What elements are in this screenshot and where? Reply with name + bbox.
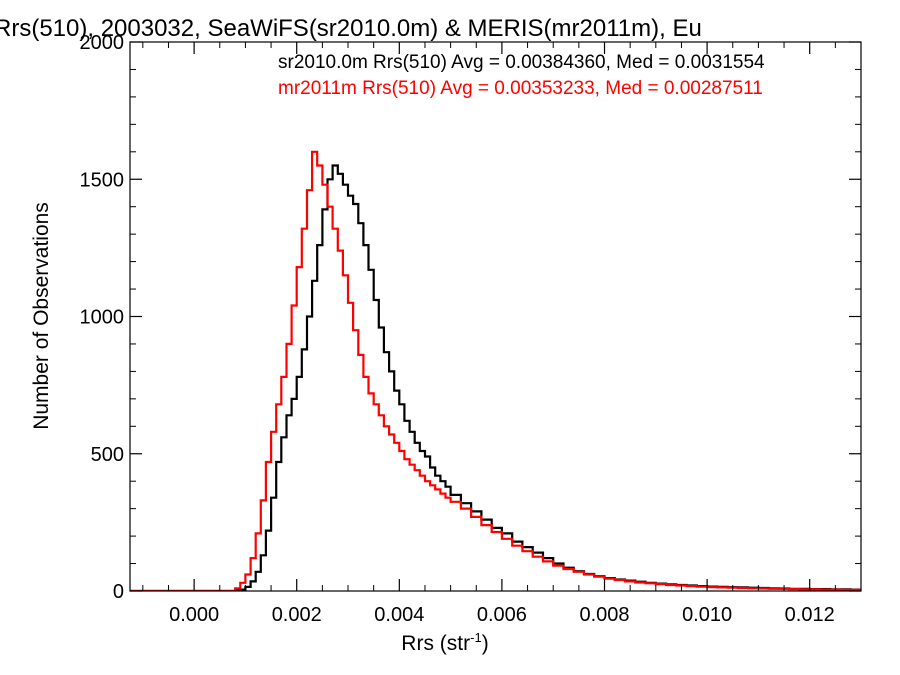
chart-title: Rrs(510), 2003032, SeaWiFS(sr2010.0m) & …	[0, 15, 702, 42]
x-axis-label-close: )	[482, 632, 489, 655]
legend-entry-mr2011: mr2011m Rrs(510) Avg = 0.00353233, Med =…	[278, 78, 763, 99]
legend: sr2010.0m Rrs(510) Avg = 0.00384360, Med…	[278, 52, 765, 99]
y-tick-label: 0	[113, 581, 124, 603]
y-tick-label: 500	[91, 444, 124, 466]
x-tick-label: 0.012	[785, 604, 835, 626]
x-tick-label: 0.010	[682, 604, 732, 626]
y-tick-label: 2000	[80, 32, 125, 54]
x-axis-label-sup: -1	[470, 630, 482, 645]
y-axis-ticks	[130, 41, 861, 592]
x-tick-label: 0.008	[579, 604, 629, 626]
x-axis-label: Rrs (str-1)	[401, 630, 488, 655]
legend-entry-sr2010: sr2010.0m Rrs(510) Avg = 0.00384360, Med…	[278, 52, 765, 73]
y-tick-label: 1000	[80, 307, 125, 329]
x-tick-label: 0.006	[477, 604, 527, 626]
series-mr2011-line	[130, 150, 861, 591]
y-axis-tick-labels: 0 500 1000 1500 2000	[80, 32, 125, 603]
x-axis-ticks	[142, 42, 836, 591]
x-tick-label: 0.004	[374, 604, 424, 626]
x-axis-tick-labels: 0.000 0.002 0.004 0.006 0.008 0.010 0.012	[169, 604, 835, 626]
y-axis-label: Number of Observations	[30, 202, 53, 430]
x-tick-label: 0.002	[272, 604, 322, 626]
x-axis-label-main: Rrs (str	[401, 632, 470, 655]
y-tick-label: 1500	[80, 169, 125, 191]
x-tick-label: 0.000	[169, 604, 219, 626]
